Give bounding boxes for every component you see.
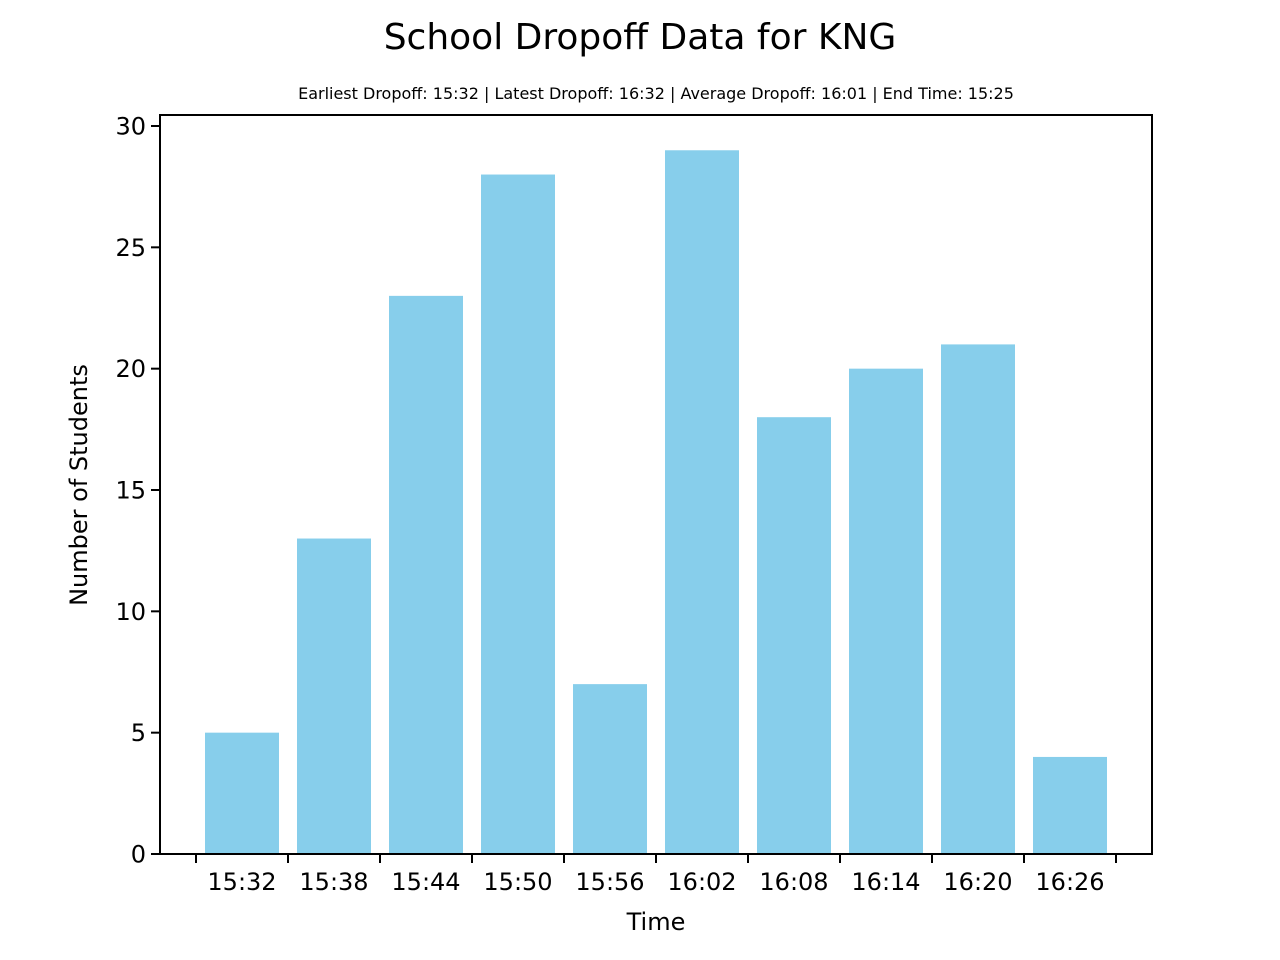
bar-1608 bbox=[757, 417, 831, 854]
y-axis-ticks: 0 5 10 15 20 25 30 bbox=[115, 113, 160, 869]
x-tick-label: 15:50 bbox=[483, 868, 552, 896]
x-tick-label: 16:02 bbox=[667, 868, 736, 896]
chart-subtitle: Earliest Dropoff: 15:32 | Latest Dropoff… bbox=[298, 84, 1014, 103]
x-tick-label: 15:56 bbox=[575, 868, 644, 896]
bar-1626 bbox=[1033, 756, 1107, 854]
x-tick-label: 15:32 bbox=[207, 868, 276, 896]
y-tick-label: 25 bbox=[115, 234, 146, 262]
x-tick-label: 16:14 bbox=[851, 868, 920, 896]
bar-1620 bbox=[941, 344, 1015, 854]
y-tick-label: 15 bbox=[115, 477, 146, 505]
bar-group bbox=[205, 150, 1107, 855]
x-axis-ticks: 15:32 15:38 15:44 15:50 15:56 16:02 16:08 16:14… bbox=[195, 854, 1117, 896]
y-tick-label: 10 bbox=[115, 598, 146, 626]
y-tick-label: 30 bbox=[115, 113, 146, 141]
y-tick-label: 5 bbox=[131, 719, 146, 747]
bar-1544 bbox=[389, 295, 463, 854]
x-tick-label: 15:44 bbox=[391, 868, 460, 896]
y-tick-label: 0 bbox=[131, 841, 146, 869]
bar-1602 bbox=[665, 150, 739, 854]
bar-1550 bbox=[481, 174, 555, 855]
bar-1556 bbox=[573, 684, 647, 854]
x-tick-label: 16:08 bbox=[759, 868, 828, 896]
x-tick-label: 15:38 bbox=[299, 868, 368, 896]
y-axis-label: Number of Students bbox=[65, 364, 93, 606]
bar-1538 bbox=[297, 538, 371, 854]
x-axis-label: Time bbox=[626, 908, 686, 936]
x-tick-label: 16:20 bbox=[943, 868, 1012, 896]
y-tick-label: 20 bbox=[115, 355, 146, 383]
bar-1614 bbox=[849, 368, 923, 854]
chart-title: School Dropoff Data for KNG bbox=[384, 17, 897, 58]
x-tick-label: 16:26 bbox=[1035, 868, 1104, 896]
bar-1532 bbox=[205, 732, 279, 854]
